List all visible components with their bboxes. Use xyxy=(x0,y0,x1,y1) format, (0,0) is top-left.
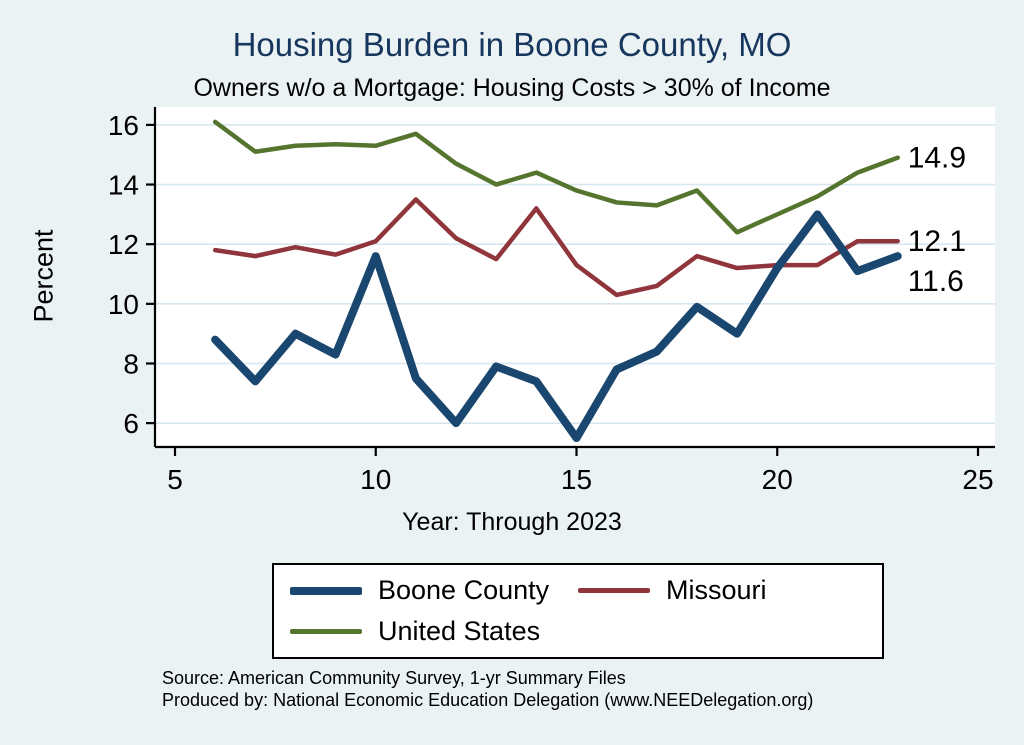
svg-text:5: 5 xyxy=(167,464,183,495)
chart-title: Housing Burden in Boone County, MO xyxy=(232,26,792,63)
legend-label-united-states: United States xyxy=(378,616,541,646)
source-line-1: Source: American Community Survey, 1-yr … xyxy=(162,668,626,688)
legend-item-united-states: United States xyxy=(290,616,578,647)
united-states-line-swatch xyxy=(290,629,362,634)
svg-text:12: 12 xyxy=(108,229,139,260)
svg-text:10: 10 xyxy=(360,464,391,495)
svg-text:11.6: 11.6 xyxy=(908,265,964,298)
svg-text:25: 25 xyxy=(962,464,993,495)
svg-text:8: 8 xyxy=(123,348,139,379)
missouri-line-swatch xyxy=(578,588,650,593)
legend: Boone County Missouri United States xyxy=(272,563,884,659)
boone-county-line-swatch xyxy=(290,586,362,595)
svg-text:12.1: 12.1 xyxy=(908,225,966,258)
x-axis-label: Year: Through 2023 xyxy=(402,508,622,536)
source-line-2: Produced by: National Economic Education… xyxy=(162,690,814,710)
legend-label-missouri: Missouri xyxy=(666,575,767,605)
svg-text:14: 14 xyxy=(108,170,139,201)
legend-item-boone-county: Boone County xyxy=(290,575,578,606)
svg-text:20: 20 xyxy=(762,464,793,495)
svg-text:10: 10 xyxy=(108,289,139,320)
chart-canvas: 6 8 10 12 14 16 5 10 15 20 25 14.9 12.1 11.6 xyxy=(108,107,995,495)
chart-subtitle: Owners w/o a Mortgage: Housing Costs > 3… xyxy=(193,74,831,102)
legend-item-missouri: Missouri xyxy=(578,575,866,606)
svg-text:14.9: 14.9 xyxy=(908,142,966,175)
svg-text:15: 15 xyxy=(561,464,592,495)
legend-label-boone-county: Boone County xyxy=(378,575,550,605)
svg-text:6: 6 xyxy=(123,408,139,439)
svg-text:16: 16 xyxy=(108,110,139,141)
